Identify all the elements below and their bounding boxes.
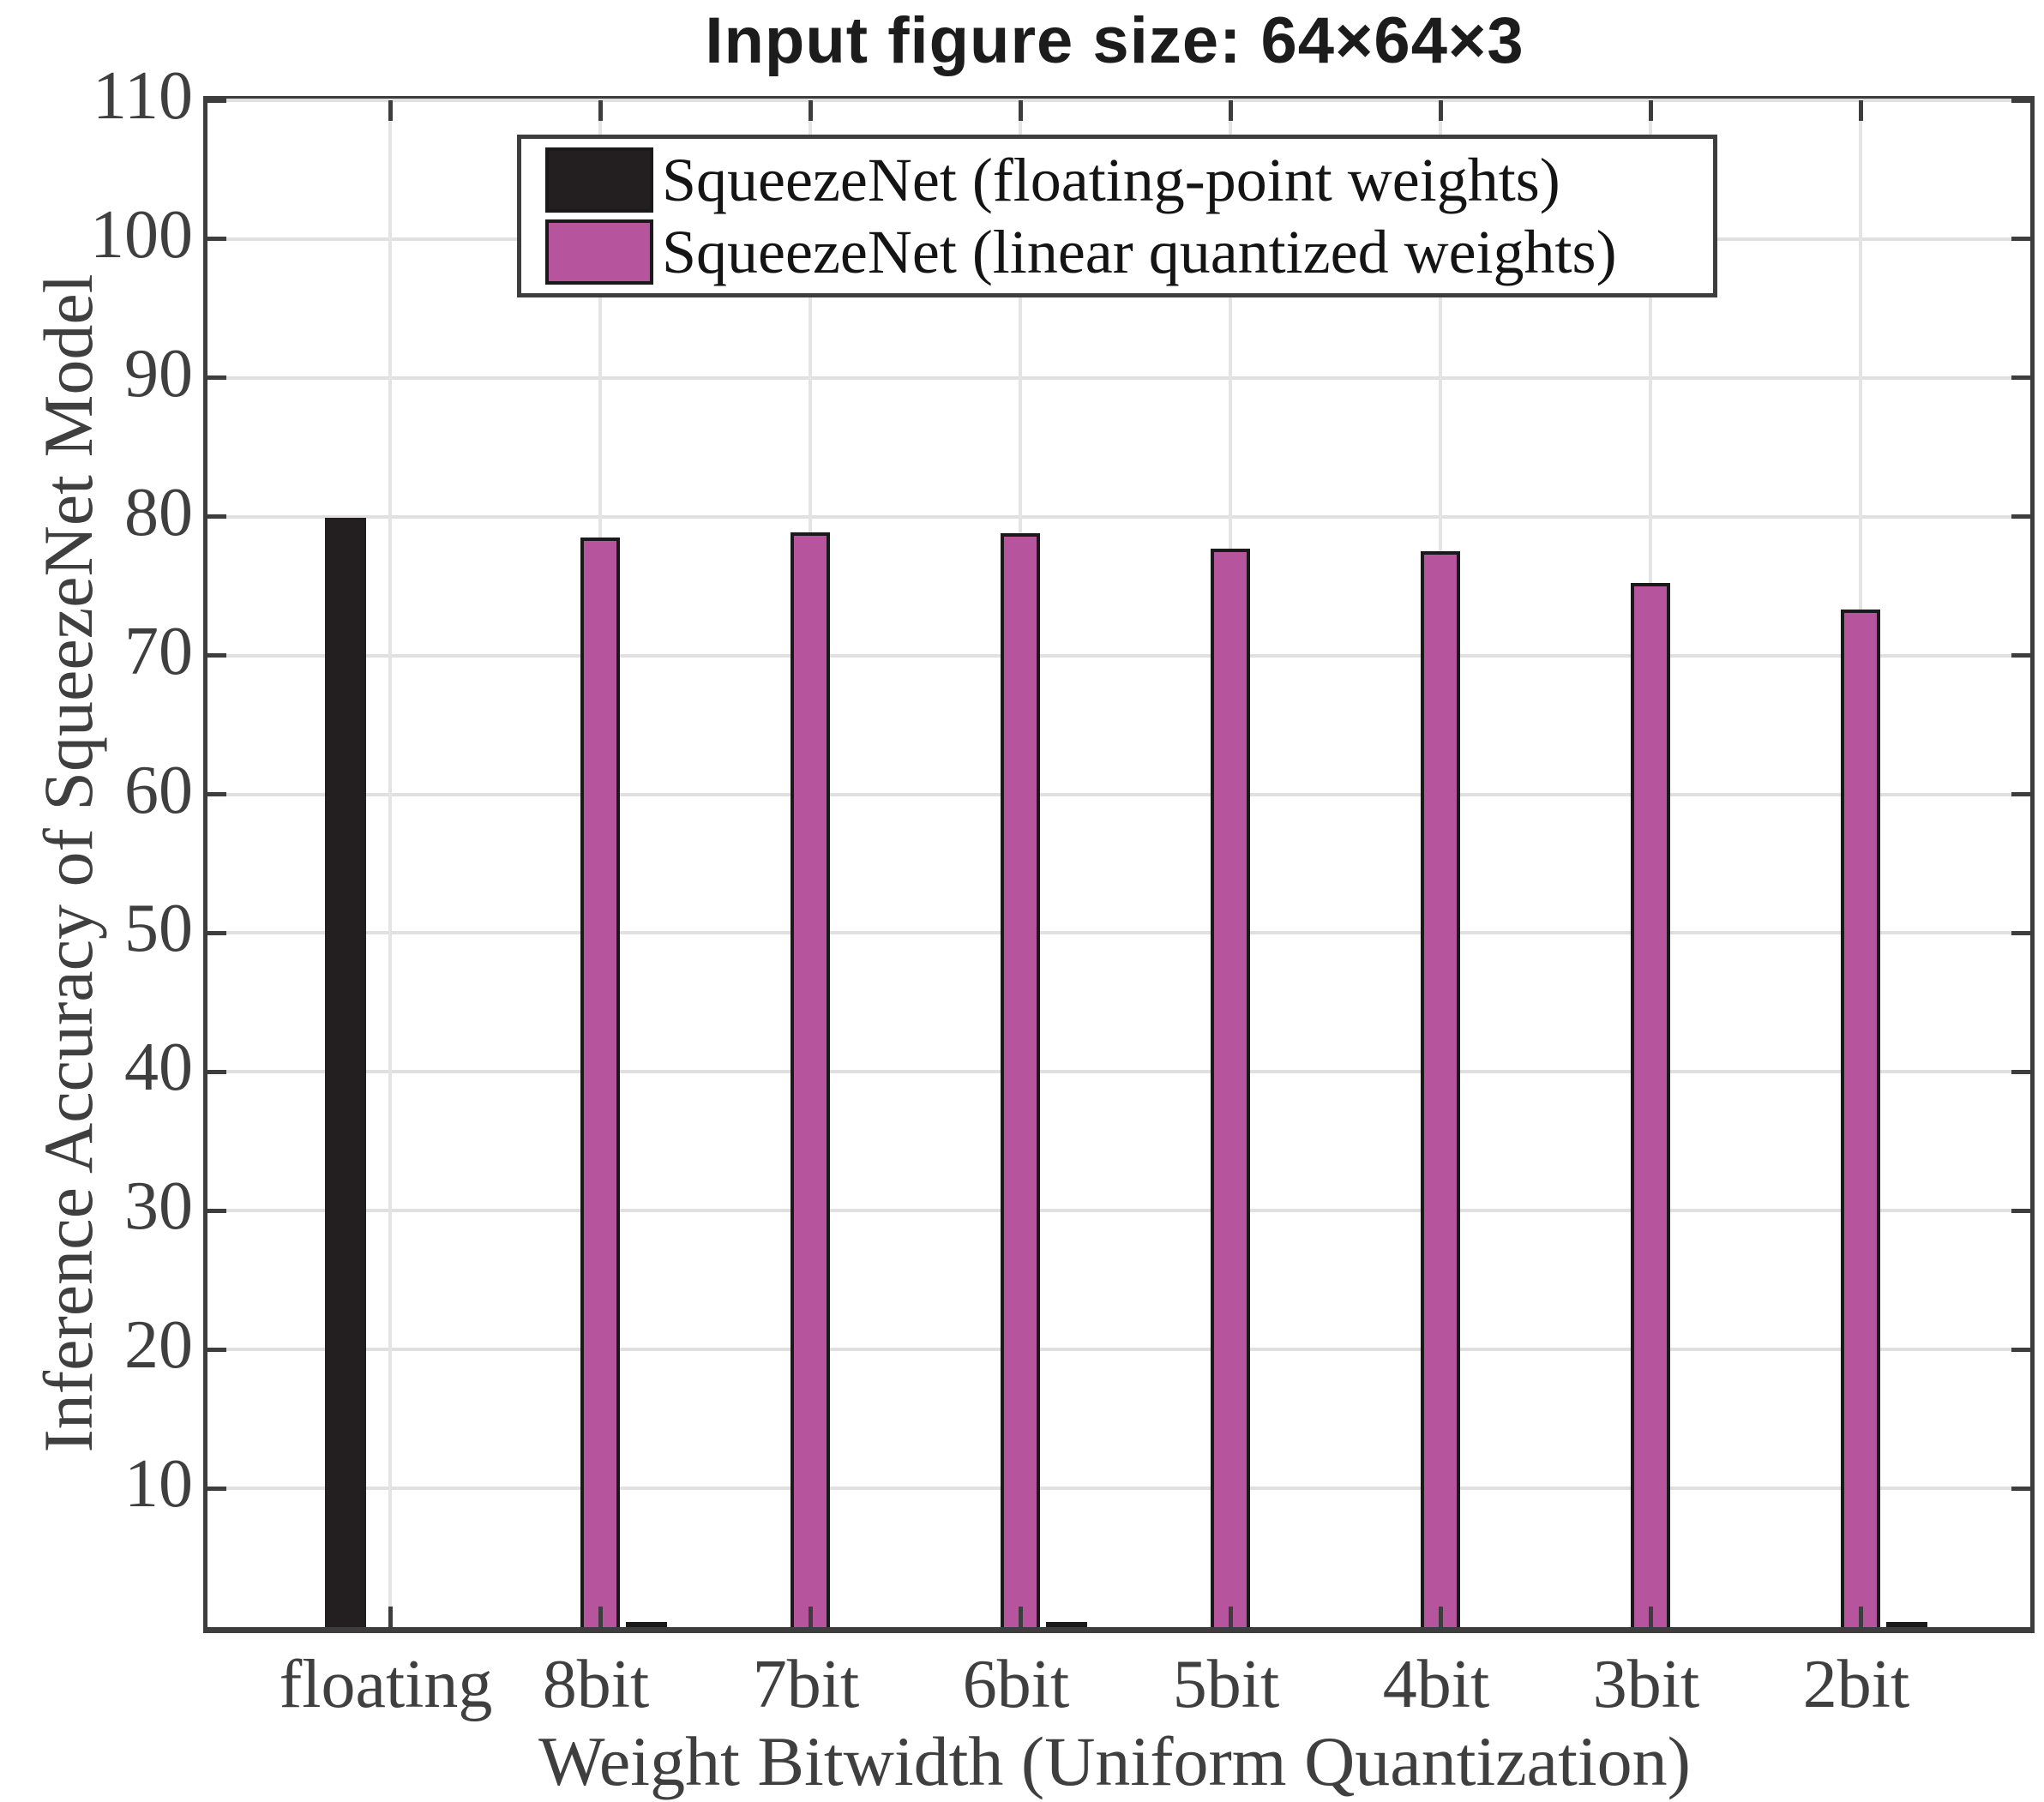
y-axis-tick (207, 514, 226, 520)
y-tick-label-100: 100 (90, 196, 193, 273)
x-tick-label-2bit: 2bit (1802, 1647, 1910, 1722)
bar-8bit-quantized (580, 538, 620, 1627)
y-axis-tick (2011, 375, 2030, 381)
x-axis-tick (388, 100, 393, 121)
horizontal-gridline (207, 99, 2030, 102)
x-tick-label-4bit: 4bit (1382, 1647, 1490, 1722)
bar-4bit-quantized (1421, 551, 1460, 1627)
plot-area (203, 96, 2035, 1633)
legend-item-floating: SqueezeNet (floating-point weights) (545, 145, 1713, 215)
y-tick-label-80: 80 (124, 474, 193, 550)
zero-height-bar-8bit (626, 1622, 667, 1627)
x-axis-tick (1018, 1607, 1023, 1627)
horizontal-gridline (207, 931, 2030, 935)
y-axis-tick (2011, 514, 2030, 520)
horizontal-gridline (207, 653, 2030, 658)
vertical-gridline (388, 100, 392, 1627)
y-tick-label-70: 70 (124, 613, 193, 689)
x-tick-label-5bit: 5bit (1172, 1647, 1280, 1722)
x-tick-label-7bit: 7bit (752, 1647, 860, 1722)
x-axis-tick (598, 100, 603, 121)
y-axis-tick (2011, 1347, 2030, 1352)
y-tick-label-90: 90 (124, 335, 193, 411)
horizontal-gridline (207, 1348, 2030, 1352)
y-axis-tick (207, 1208, 226, 1213)
bar-floating-floating (325, 518, 366, 1627)
y-axis-tick (2011, 792, 2030, 797)
y-axis-tick (207, 1486, 226, 1491)
y-axis-title: Inference Accuracy of SqueezeNet Model (29, 273, 107, 1453)
zero-height-bar-2bit (1886, 1622, 1927, 1627)
legend-label: SqueezeNet (linear quantized weights) (662, 217, 1617, 286)
y-axis-tick (207, 1347, 226, 1352)
y-tick-label-10: 10 (124, 1446, 193, 1523)
x-axis-tick (598, 1607, 603, 1627)
x-axis-tick (1648, 100, 1653, 121)
y-axis-tick (2011, 653, 2030, 658)
legend-box: SqueezeNet (floating-point weights) Sque… (517, 135, 1717, 297)
y-tick-label-40: 40 (124, 1030, 193, 1106)
bar-5bit-quantized (1211, 548, 1250, 1627)
x-tick-label-6bit: 6bit (962, 1647, 1070, 1722)
legend-swatch-magenta-icon (545, 219, 653, 285)
y-axis-tick (2011, 1069, 2030, 1074)
y-tick-label-60: 60 (124, 752, 193, 828)
x-axis-tick (1018, 100, 1023, 121)
y-axis-tick (207, 792, 226, 797)
legend-label: SqueezeNet (floating-point weights) (662, 146, 1560, 215)
horizontal-gridline (207, 514, 2030, 519)
y-tick-label-20: 20 (124, 1307, 193, 1384)
y-axis-tick (2011, 1486, 2030, 1491)
x-axis-tick (808, 100, 813, 121)
y-axis-tick (2011, 930, 2030, 935)
y-axis-tick (207, 653, 226, 658)
x-axis-tick (1438, 100, 1443, 121)
x-axis-tick (1858, 100, 1863, 121)
chart-title: Input figure size: 64×64×3 (705, 4, 1524, 77)
x-axis-tick (1648, 1607, 1653, 1627)
x-tick-label-3bit: 3bit (1592, 1647, 1700, 1722)
x-axis-tick (1228, 100, 1233, 121)
bar-3bit-quantized (1631, 583, 1670, 1627)
y-axis-tick (207, 375, 226, 381)
x-axis-tick (1438, 1607, 1443, 1627)
y-tick-label-50: 50 (124, 891, 193, 967)
x-axis-tick (1228, 1607, 1233, 1627)
y-axis-tick (207, 930, 226, 935)
zero-height-bar-6bit (1046, 1622, 1087, 1627)
bar-7bit-quantized (791, 532, 830, 1627)
plot-canvas (207, 98, 2030, 1627)
legend-item-quantized: SqueezeNet (linear quantized weights) (545, 217, 1713, 287)
horizontal-gridline (207, 792, 2030, 796)
y-axis-tick (2011, 237, 2030, 242)
x-axis-tick (1858, 1607, 1863, 1627)
legend-swatch-black-icon (545, 147, 653, 213)
y-axis-tick (207, 1069, 226, 1074)
horizontal-gridline (207, 1070, 2030, 1074)
y-axis-tick (2011, 1208, 2030, 1213)
x-tick-label-8bit: 8bit (542, 1647, 650, 1722)
bar-2bit-quantized (1841, 610, 1880, 1627)
y-axis-tick (2011, 98, 2030, 103)
x-axis-tick (808, 1607, 813, 1627)
x-tick-label-floating: floating (279, 1647, 493, 1722)
bar-6bit-quantized (1001, 533, 1040, 1627)
x-axis-tick (388, 1607, 393, 1627)
horizontal-gridline (207, 1487, 2030, 1491)
y-axis-tick (207, 237, 226, 242)
x-axis-title: Weight Bitwidth (Uniform Quantization) (538, 1722, 1691, 1800)
horizontal-gridline (207, 375, 2030, 380)
y-tick-label-110: 110 (92, 58, 193, 134)
y-tick-label-30: 30 (124, 1168, 193, 1245)
horizontal-gridline (207, 1209, 2030, 1213)
y-axis-tick (207, 98, 226, 103)
